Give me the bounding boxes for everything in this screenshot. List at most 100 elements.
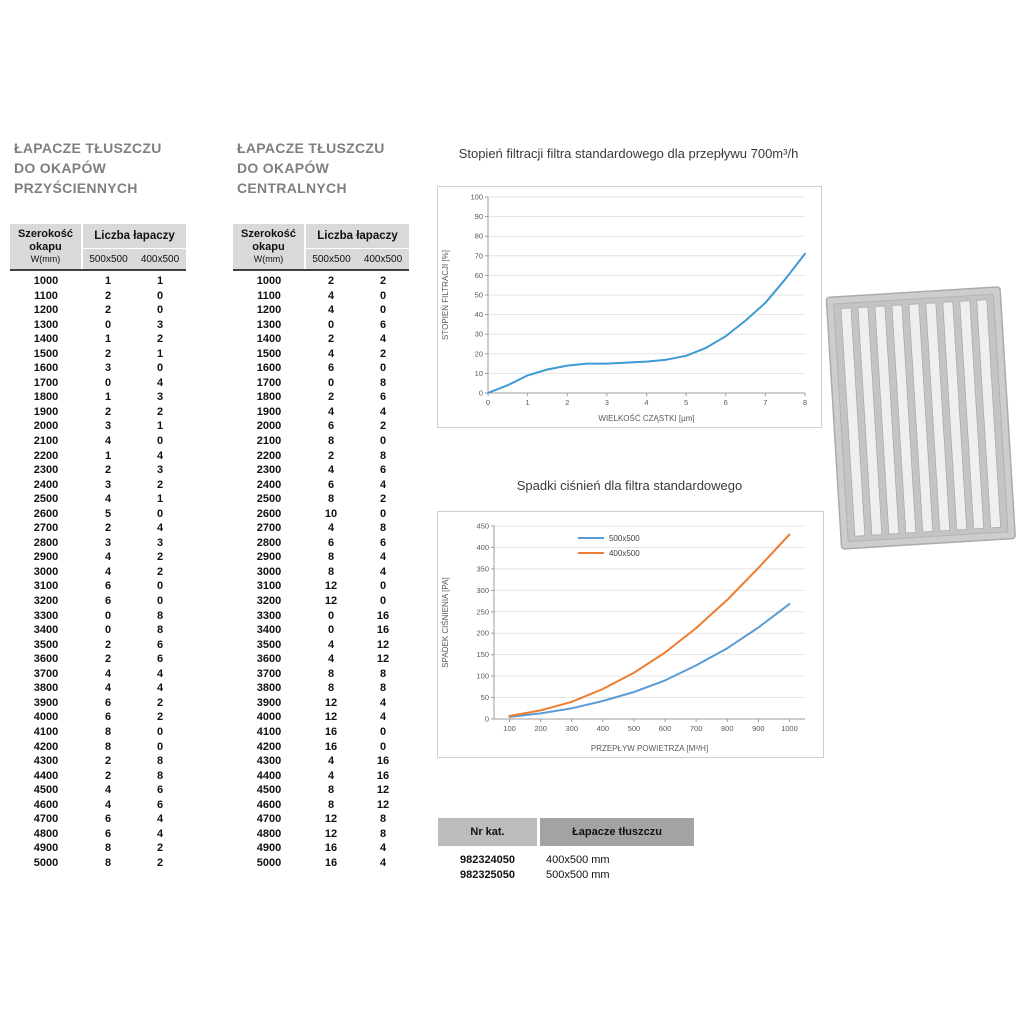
svg-text:1: 1 [526, 398, 530, 407]
table-body: 982324050 400x500 mm 982325050 500x500 mm [438, 846, 694, 882]
table-row: 1200 2 0 [10, 303, 186, 318]
table-cell: 2700 [33, 522, 59, 535]
table-cell: 4 [379, 405, 387, 418]
table-cell: 4000 [256, 711, 282, 724]
filtration-chart-frame: 0 10 20 30 40 50 60 70 80 90 100 0 1 2 3 4 5 6 7 8 WIELKOŚĆ … [437, 186, 822, 428]
pressure-chart-frame: 0 50 100 150 200 250 300 350 400 450 100 200 300 400 5… [437, 511, 824, 758]
table-cell: 1800 [33, 391, 59, 404]
table-row: 3100 6 0 [10, 579, 186, 594]
table-cell: 2700 [256, 522, 282, 535]
svg-text:900: 900 [752, 724, 765, 733]
table-row: 3600 4 12 [233, 652, 409, 667]
table-cell: 0 [379, 435, 387, 448]
table-cell: 1900 [33, 405, 59, 418]
table-cell: 4 [104, 551, 112, 564]
table-cell: 2 [327, 391, 335, 404]
table-cell: 1400 [33, 333, 59, 346]
table-row: 982324050 400x500 mm [438, 846, 694, 867]
svg-text:700: 700 [690, 724, 703, 733]
table-body: 1000 2 2 1100 4 0 1200 4 0 1300 0 6 1400 2 4 1500 4 2 1600… [233, 270, 409, 870]
product-col-header: Łapacze tłuszczu [540, 818, 694, 846]
table-cell: 8 [327, 551, 335, 564]
table-cell: 0 [104, 609, 112, 622]
table-row: 2600 5 0 [10, 507, 186, 522]
table-cell: 3200 [33, 595, 59, 608]
svg-text:150: 150 [476, 650, 489, 659]
svg-text:5: 5 [684, 398, 688, 407]
table-row: 3500 4 12 [233, 638, 409, 653]
svg-text:800: 800 [721, 724, 734, 733]
table-cell: 10 [324, 507, 338, 520]
svg-text:30: 30 [475, 330, 483, 339]
table-row: 4500 8 12 [233, 783, 409, 798]
table-cell: 3000 [33, 565, 59, 578]
svg-text:500: 500 [628, 724, 641, 733]
table-cell: 16 [376, 624, 390, 637]
table-cell: 6 [156, 798, 164, 811]
table-cell: 2500 [256, 493, 282, 506]
svg-text:90: 90 [475, 212, 483, 221]
table-cell: 2600 [256, 507, 282, 520]
table-cell: 0 [156, 435, 164, 448]
table-cell: 1000 [256, 275, 282, 287]
wall-hood-filter-table: Szerokość okapu W(mm) Liczba łapaczy 500… [10, 224, 187, 870]
table-cell: 4 [327, 347, 335, 360]
table-row: 2200 2 8 [233, 449, 409, 464]
table-cell: 2 [104, 769, 112, 782]
subcol-500x500: 500x500 [305, 248, 357, 271]
table-cell: 1300 [33, 318, 59, 331]
table-row: 4200 16 0 [233, 740, 409, 755]
table-row: 2300 2 3 [10, 463, 186, 478]
width-column-header: Szerokość okapu W(mm) [10, 224, 83, 271]
table-cell: 2400 [256, 478, 282, 491]
table-cell: 4300 [256, 755, 282, 768]
table-row: 1500 4 2 [233, 347, 409, 362]
table-cell: 2 [156, 856, 164, 869]
table-cell: 2 [327, 449, 335, 462]
table-cell: 4 [327, 653, 335, 666]
table-cell: 3 [104, 420, 112, 433]
table-row: 1000 1 1 [10, 270, 186, 289]
svg-text:60: 60 [475, 271, 483, 280]
svg-text:100: 100 [476, 672, 489, 681]
table-cell: 4200 [256, 740, 282, 753]
table-cell: 1600 [33, 362, 59, 375]
table-cell: 0 [379, 595, 387, 608]
table-cell: 2800 [256, 536, 282, 549]
table-cell: 2400 [33, 478, 59, 491]
table-row: 3100 12 0 [233, 579, 409, 594]
svg-text:2: 2 [565, 398, 569, 407]
table-cell: 4500 [256, 784, 282, 797]
table-row: 1600 3 0 [10, 361, 186, 376]
table-cell: 6 [327, 420, 335, 433]
table-cell: 3300 [33, 609, 59, 622]
table-cell: 1 [156, 420, 164, 433]
table-cell: 2800 [33, 536, 59, 549]
table-cell: 1800 [256, 391, 282, 404]
table-row: 1100 2 0 [10, 289, 186, 304]
table-cell: 0 [156, 304, 164, 317]
table-cell: 4 [104, 784, 112, 797]
table-cell: 8 [379, 449, 387, 462]
table-row: 1800 1 3 [10, 390, 186, 405]
table-row: 1700 0 8 [233, 376, 409, 391]
table-row: 4500 4 6 [10, 783, 186, 798]
table-row: 3000 4 2 [10, 565, 186, 580]
svg-text:250: 250 [476, 607, 489, 616]
table-row: 4900 16 4 [233, 841, 409, 856]
table-cell: 3900 [256, 696, 282, 709]
table-cell: 2 [156, 551, 164, 564]
table-cell: 8 [379, 682, 387, 695]
table-cell: 2200 [33, 449, 59, 462]
table-cell: 6 [104, 813, 112, 826]
table-cell: 8 [379, 813, 387, 826]
table-cell: 5000 [256, 856, 282, 869]
table-cell: 2 [327, 333, 335, 346]
table-cell: 0 [156, 595, 164, 608]
table-cell: 0 [104, 624, 112, 637]
table-cell: 500x500 mm [546, 868, 610, 881]
table-cell: 2 [104, 304, 112, 317]
svg-text:SPADEK CIŚNIENIA [PA]: SPADEK CIŚNIENIA [PA] [441, 577, 450, 667]
table-row: 1500 2 1 [10, 347, 186, 362]
table-row: 2500 8 2 [233, 492, 409, 507]
